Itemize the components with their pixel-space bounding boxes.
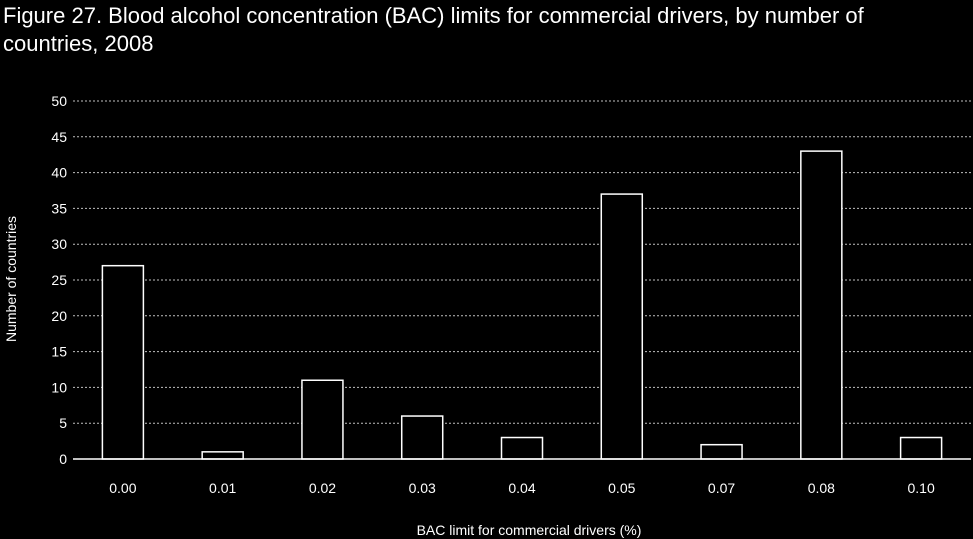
bar-0.02 — [301, 379, 344, 460]
bar-0.10 — [899, 436, 943, 460]
x-tick-label: 0.01 — [209, 480, 236, 496]
bar-0.04 — [500, 436, 544, 460]
bar-0.00 — [101, 264, 145, 460]
y-axis-label: Number of countries — [3, 216, 19, 342]
bar-0.08 — [800, 150, 843, 460]
x-tick-label: 0.00 — [109, 480, 136, 496]
y-tick-label: 45 — [51, 129, 67, 145]
bars — [101, 150, 943, 460]
y-tick-label: 10 — [51, 379, 67, 395]
y-tick-label: 0 — [59, 451, 67, 467]
x-tick-label: 0.07 — [708, 480, 735, 496]
chart-title: Figure 27. Blood alcohol concentration (… — [3, 3, 864, 56]
y-tick-label: 5 — [59, 415, 67, 431]
bar-0.01 — [201, 451, 244, 460]
x-tick-label: 0.03 — [409, 480, 436, 496]
x-tick-label: 0.02 — [309, 480, 336, 496]
bar-0.05 — [600, 193, 644, 460]
y-tick-label: 20 — [51, 308, 67, 324]
x-axis-label: BAC limit for commercial drivers (%) — [417, 522, 642, 538]
y-tick-label: 30 — [51, 236, 67, 252]
y-axis-ticks: 0 5 10 15 20 25 30 35 40 45 50 — [51, 93, 67, 467]
x-tick-label: 0.10 — [907, 480, 934, 496]
y-tick-label: 15 — [51, 344, 67, 360]
y-tick-label: 25 — [51, 272, 67, 288]
x-tick-label: 0.04 — [508, 480, 535, 496]
y-tick-label: 40 — [51, 165, 67, 181]
x-axis-ticks: 0.00 0.01 0.02 0.03 0.04 0.05 0.07 0.08 0.10 — [109, 480, 935, 496]
y-tick-label: 35 — [51, 200, 67, 216]
bar-0.03 — [400, 415, 444, 460]
x-tick-label: 0.05 — [608, 480, 635, 496]
x-tick-label: 0.08 — [808, 480, 835, 496]
y-tick-label: 50 — [51, 93, 67, 109]
bar-0.07 — [700, 443, 743, 460]
